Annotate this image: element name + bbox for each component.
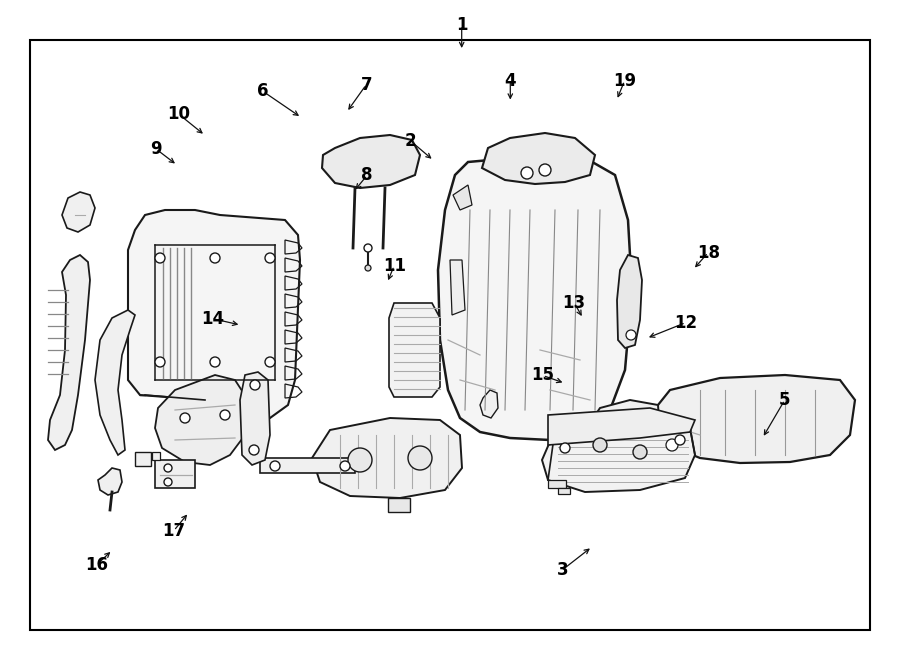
Text: 3: 3 xyxy=(557,561,568,579)
Circle shape xyxy=(220,410,230,420)
Polygon shape xyxy=(240,372,270,465)
Text: 18: 18 xyxy=(697,243,720,262)
Circle shape xyxy=(340,461,350,471)
Circle shape xyxy=(249,445,259,455)
Polygon shape xyxy=(389,303,440,397)
Text: 5: 5 xyxy=(779,391,790,409)
Bar xyxy=(388,498,410,512)
Text: 4: 4 xyxy=(505,71,516,90)
Bar xyxy=(152,452,160,460)
Polygon shape xyxy=(62,192,95,232)
Circle shape xyxy=(365,265,371,271)
Polygon shape xyxy=(548,408,695,445)
Circle shape xyxy=(348,448,372,472)
Text: 10: 10 xyxy=(166,104,190,123)
Text: 15: 15 xyxy=(531,366,554,385)
Circle shape xyxy=(210,357,220,367)
Circle shape xyxy=(408,446,432,470)
Polygon shape xyxy=(450,260,465,315)
Polygon shape xyxy=(95,310,135,455)
Text: 7: 7 xyxy=(361,75,372,94)
Bar xyxy=(558,488,570,494)
Polygon shape xyxy=(438,148,632,440)
Circle shape xyxy=(593,438,607,452)
Circle shape xyxy=(364,244,372,252)
Circle shape xyxy=(675,435,685,445)
Text: 1: 1 xyxy=(456,16,467,34)
Text: 2: 2 xyxy=(405,132,416,150)
Polygon shape xyxy=(312,418,462,498)
Circle shape xyxy=(250,380,260,390)
Bar xyxy=(135,452,151,466)
Circle shape xyxy=(164,478,172,486)
Polygon shape xyxy=(480,390,498,418)
Circle shape xyxy=(633,445,647,459)
Circle shape xyxy=(210,253,220,263)
Circle shape xyxy=(265,253,275,263)
Text: 8: 8 xyxy=(362,166,373,184)
Text: 19: 19 xyxy=(613,71,636,90)
Polygon shape xyxy=(655,375,855,463)
Bar xyxy=(260,458,355,473)
Circle shape xyxy=(180,413,190,423)
Text: 6: 6 xyxy=(257,82,268,100)
Text: 11: 11 xyxy=(382,256,406,275)
Circle shape xyxy=(270,461,280,471)
Circle shape xyxy=(521,167,533,179)
Circle shape xyxy=(164,464,172,472)
Polygon shape xyxy=(155,375,248,465)
Text: 17: 17 xyxy=(162,522,185,540)
Polygon shape xyxy=(48,255,90,450)
Text: 12: 12 xyxy=(674,313,698,332)
Circle shape xyxy=(539,164,551,176)
Bar xyxy=(548,480,566,488)
Circle shape xyxy=(155,253,165,263)
Circle shape xyxy=(560,443,570,453)
Circle shape xyxy=(626,330,636,340)
Bar xyxy=(155,460,195,488)
Polygon shape xyxy=(453,185,472,210)
Circle shape xyxy=(666,439,678,451)
Polygon shape xyxy=(98,468,122,495)
Circle shape xyxy=(155,357,165,367)
Polygon shape xyxy=(322,135,420,188)
Polygon shape xyxy=(128,210,300,420)
Bar xyxy=(30,40,870,630)
Polygon shape xyxy=(542,420,695,492)
Text: 9: 9 xyxy=(150,139,161,158)
Text: 13: 13 xyxy=(562,293,586,312)
Polygon shape xyxy=(617,255,642,348)
Text: 14: 14 xyxy=(201,309,224,328)
Circle shape xyxy=(265,357,275,367)
Polygon shape xyxy=(482,133,595,184)
Text: 16: 16 xyxy=(85,556,108,574)
Polygon shape xyxy=(585,400,660,470)
